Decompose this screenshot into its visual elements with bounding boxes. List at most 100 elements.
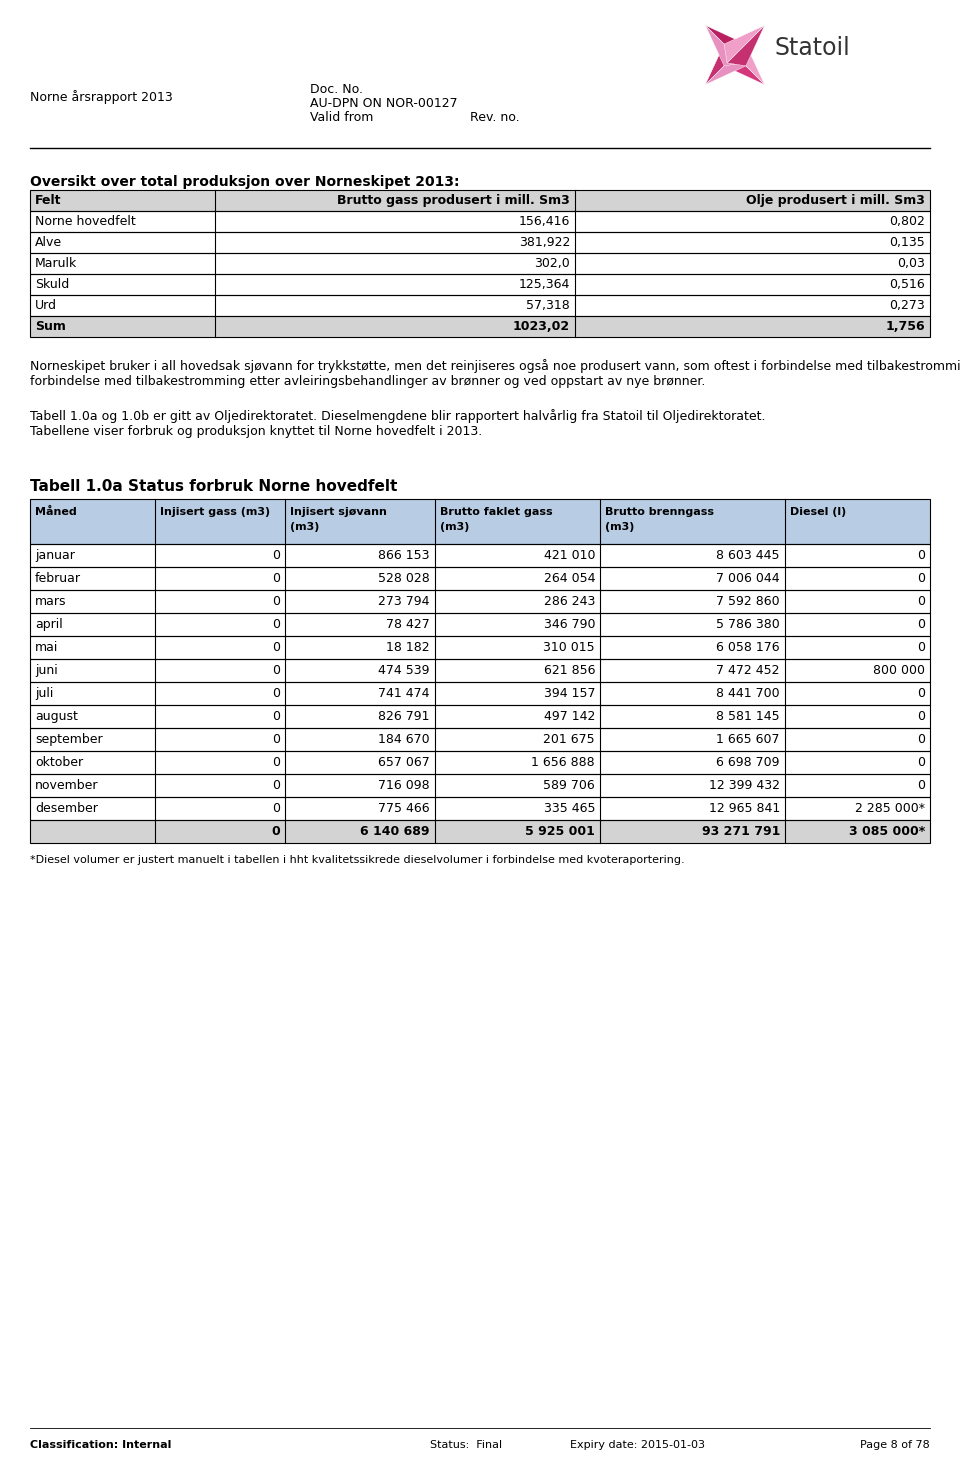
Bar	[30, 705, 930, 729]
Bar	[30, 797, 930, 819]
Text: 0: 0	[272, 641, 280, 654]
Text: 286 243: 286 243	[543, 595, 595, 609]
Bar	[30, 636, 930, 658]
Text: 657 067: 657 067	[378, 756, 430, 770]
Text: 6 140 689: 6 140 689	[361, 825, 430, 838]
Text: oktober: oktober	[35, 756, 84, 770]
Text: 6 698 709: 6 698 709	[716, 756, 780, 770]
Text: Oversikt over total produksjon over Norneskipet 2013:: Oversikt over total produksjon over Norn…	[30, 176, 460, 189]
Text: 497 142: 497 142	[543, 710, 595, 723]
Text: 2 285 000*: 2 285 000*	[855, 802, 925, 815]
Text: Felt: Felt	[35, 195, 61, 206]
Text: 0,273: 0,273	[889, 298, 925, 312]
Text: 156,416: 156,416	[518, 215, 570, 228]
Text: 421 010: 421 010	[543, 549, 595, 562]
Text: 12 399 432: 12 399 432	[709, 778, 780, 791]
Text: Page 8 of 78: Page 8 of 78	[860, 1440, 930, 1450]
Polygon shape	[706, 47, 746, 85]
Text: Diesel (l): Diesel (l)	[790, 508, 847, 516]
Bar	[30, 613, 930, 636]
Text: juli: juli	[35, 688, 54, 699]
Bar	[30, 316, 930, 336]
Text: 7 006 044: 7 006 044	[716, 572, 780, 585]
Text: Valid from: Valid from	[310, 111, 373, 124]
Bar	[30, 729, 930, 751]
Text: 0,802: 0,802	[889, 215, 925, 228]
Text: 8 441 700: 8 441 700	[716, 688, 780, 699]
Text: 125,364: 125,364	[518, 278, 570, 291]
Text: september: september	[35, 733, 103, 746]
Bar	[30, 751, 930, 774]
Text: Brutto gass produsert i mill. Sm3: Brutto gass produsert i mill. Sm3	[337, 195, 570, 206]
Bar	[30, 499, 930, 544]
Text: AU-DPN ON NOR-00127: AU-DPN ON NOR-00127	[310, 97, 458, 110]
Text: Urd: Urd	[35, 298, 57, 312]
Text: 1023,02: 1023,02	[513, 320, 570, 334]
Text: 0: 0	[917, 617, 925, 631]
Text: Norneskipet bruker i all hovedsak sjøvann for trykkstøtte, men det reinjiseres o: Norneskipet bruker i all hovedsak sjøvan…	[30, 358, 960, 373]
Text: Brutto faklet gass: Brutto faklet gass	[440, 508, 553, 516]
Text: 1 665 607: 1 665 607	[716, 733, 780, 746]
Text: Marulk: Marulk	[35, 257, 77, 271]
Text: 7 472 452: 7 472 452	[716, 664, 780, 677]
Text: (m3): (m3)	[440, 522, 469, 533]
Text: 0: 0	[917, 688, 925, 699]
Text: Alve: Alve	[35, 236, 62, 249]
Text: 8 603 445: 8 603 445	[716, 549, 780, 562]
Text: 18 182: 18 182	[386, 641, 430, 654]
Bar	[30, 568, 930, 590]
Text: Rev. no.: Rev. no.	[470, 111, 519, 124]
Text: 0: 0	[917, 572, 925, 585]
Text: Tabellene viser forbruk og produksjon knyttet til Norne hovedfelt i 2013.: Tabellene viser forbruk og produksjon kn…	[30, 424, 482, 437]
Text: 0: 0	[917, 778, 925, 791]
Text: forbindelse med tilbakestromming etter avleiringsbehandlinger av brønner og ved : forbindelse med tilbakestromming etter a…	[30, 375, 706, 388]
Text: 0,135: 0,135	[889, 236, 925, 249]
Text: 0: 0	[917, 733, 925, 746]
Text: 394 157: 394 157	[543, 688, 595, 699]
Text: Måned: Måned	[35, 508, 77, 516]
Text: 0: 0	[272, 688, 280, 699]
Polygon shape	[727, 44, 765, 85]
Text: mai: mai	[35, 641, 59, 654]
Text: 0: 0	[272, 549, 280, 562]
Text: Tabell 1.0a Status forbruk Norne hovedfelt: Tabell 1.0a Status forbruk Norne hovedfe…	[30, 478, 397, 494]
Text: 201 675: 201 675	[543, 733, 595, 746]
Text: 0: 0	[272, 664, 280, 677]
Text: 0: 0	[917, 549, 925, 562]
Text: Norne årsrapport 2013: Norne årsrapport 2013	[30, 91, 173, 104]
Text: Tabell 1.0a og 1.0b er gitt av Oljedirektoratet. Dieselmengdene blir rapportert : Tabell 1.0a og 1.0b er gitt av Oljedirek…	[30, 410, 765, 423]
Polygon shape	[706, 44, 743, 85]
Text: 1,756: 1,756	[885, 320, 925, 334]
Text: (m3): (m3)	[290, 522, 320, 533]
Text: Doc. No.: Doc. No.	[310, 83, 363, 97]
Text: 78 427: 78 427	[386, 617, 430, 631]
Text: mars: mars	[35, 595, 66, 609]
Text: 0: 0	[272, 595, 280, 609]
Text: november: november	[35, 778, 99, 791]
Text: 775 466: 775 466	[378, 802, 430, 815]
Text: desember: desember	[35, 802, 98, 815]
Text: 310 015: 310 015	[543, 641, 595, 654]
Text: 0,516: 0,516	[889, 278, 925, 291]
Text: august: august	[35, 710, 78, 723]
Bar	[30, 274, 930, 296]
Text: 741 474: 741 474	[378, 688, 430, 699]
Text: 0: 0	[272, 825, 280, 838]
Text: Status:  Final: Status: Final	[430, 1440, 502, 1450]
Text: 264 054: 264 054	[543, 572, 595, 585]
Text: 273 794: 273 794	[378, 595, 430, 609]
Text: 346 790: 346 790	[543, 617, 595, 631]
Text: 184 670: 184 670	[378, 733, 430, 746]
Text: 335 465: 335 465	[543, 802, 595, 815]
Text: 800 000: 800 000	[873, 664, 925, 677]
Text: 8 581 145: 8 581 145	[716, 710, 780, 723]
Text: 5 786 380: 5 786 380	[716, 617, 780, 631]
Text: 93 271 791: 93 271 791	[702, 825, 780, 838]
Text: 0: 0	[272, 733, 280, 746]
Text: Brutto brenngass: Brutto brenngass	[605, 508, 714, 516]
Text: 0: 0	[272, 756, 280, 770]
Text: april: april	[35, 617, 62, 631]
Bar	[30, 499, 930, 544]
Text: 12 965 841: 12 965 841	[708, 802, 780, 815]
Bar	[30, 658, 930, 682]
